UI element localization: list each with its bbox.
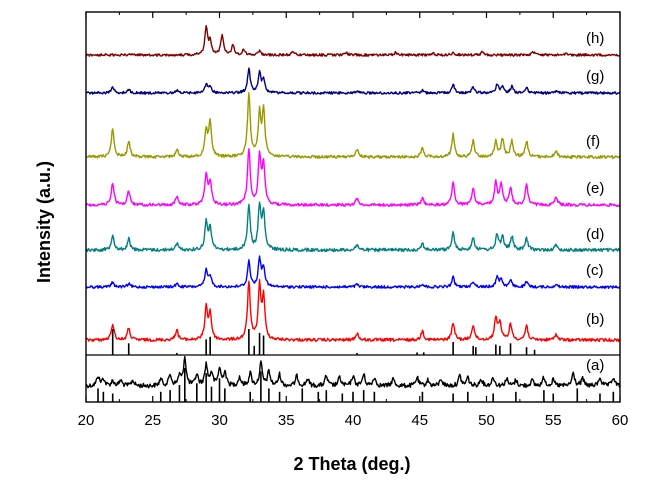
curve-label-a: (a) bbox=[586, 357, 604, 374]
curves-layer bbox=[85, 24, 621, 389]
reference-ticks-layer bbox=[97, 329, 615, 402]
x-tick-label-20: 20 bbox=[78, 412, 95, 429]
x-tick-label-45: 45 bbox=[411, 412, 428, 429]
y-axis-title: Intensity (a.u.) bbox=[34, 161, 54, 283]
plot-border bbox=[85, 11, 621, 403]
x-tick-label-25: 25 bbox=[144, 412, 161, 429]
curve-labels: (h) (g) (f) (e) (d) (c) (b) (a) bbox=[586, 30, 604, 374]
curve-label-b: (b) bbox=[586, 311, 604, 328]
x-tick-label-60: 60 bbox=[612, 412, 629, 429]
curve-label-c: (c) bbox=[586, 262, 604, 279]
series-line-e bbox=[85, 148, 621, 207]
series-line-g bbox=[85, 67, 621, 95]
x-tick-label-35: 35 bbox=[278, 412, 295, 429]
x-tick-label-40: 40 bbox=[345, 412, 362, 429]
x-tick-label-55: 55 bbox=[545, 412, 562, 429]
series-line-h bbox=[85, 24, 621, 57]
curve-label-e: (e) bbox=[586, 180, 604, 197]
curve-label-g: (g) bbox=[586, 68, 604, 85]
series-line-c bbox=[85, 255, 621, 289]
x-tick-label-30: 30 bbox=[211, 412, 228, 429]
curve-label-h: (h) bbox=[586, 30, 604, 47]
x-axis-title: 2 Theta (deg.) bbox=[293, 454, 410, 474]
plot-frame bbox=[85, 11, 621, 403]
series-line-b bbox=[85, 278, 621, 343]
curve-label-d: (d) bbox=[586, 226, 604, 243]
x-axis-ticks: 20 25 30 35 40 45 50 55 60 bbox=[78, 12, 629, 429]
series-line-f bbox=[85, 92, 621, 160]
x-tick-label-50: 50 bbox=[478, 412, 495, 429]
curve-label-f: (f) bbox=[586, 133, 600, 150]
series-line-d bbox=[85, 201, 621, 253]
series-line-a bbox=[85, 355, 621, 389]
